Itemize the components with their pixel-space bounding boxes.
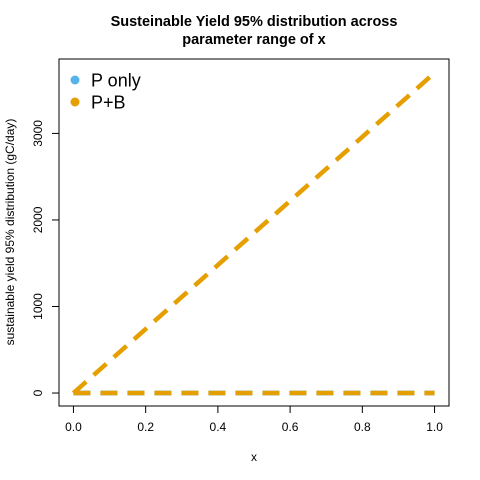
y-axis: 0 1000 2000 3000 — [31, 120, 60, 396]
x-tick-label: 0.6 — [282, 420, 299, 434]
legend-label: P only — [91, 71, 141, 91]
legend-marker — [70, 97, 80, 107]
chart-title-line-2: parameter range of x — [182, 32, 325, 48]
y-tick-label: 2000 — [31, 206, 45, 233]
x-tick-label: 0.2 — [137, 420, 154, 434]
series-layer — [71, 71, 437, 396]
y-tick-label: 3000 — [31, 120, 45, 147]
x-tick-label: 1.0 — [426, 420, 443, 434]
chart-title-line-1: Susteinable Yield 95% distribution acros… — [111, 14, 398, 30]
y-tick-label: 0 — [31, 389, 45, 396]
x-tick-label: 0.4 — [210, 420, 227, 434]
legend-marker — [70, 75, 80, 85]
y-axis-label: sustainable yield 95% distribution (gC/d… — [3, 119, 17, 346]
x-axis: 0.0 0.2 0.4 0.6 0.8 1.0 — [65, 405, 443, 434]
x-tick-label: 0.0 — [65, 420, 82, 434]
y-tick-label: 1000 — [31, 293, 45, 320]
series-line — [71, 71, 437, 395]
x-tick-label: 0.8 — [354, 420, 371, 434]
x-axis-label: x — [251, 450, 257, 464]
legend-label: P+B — [91, 93, 126, 113]
